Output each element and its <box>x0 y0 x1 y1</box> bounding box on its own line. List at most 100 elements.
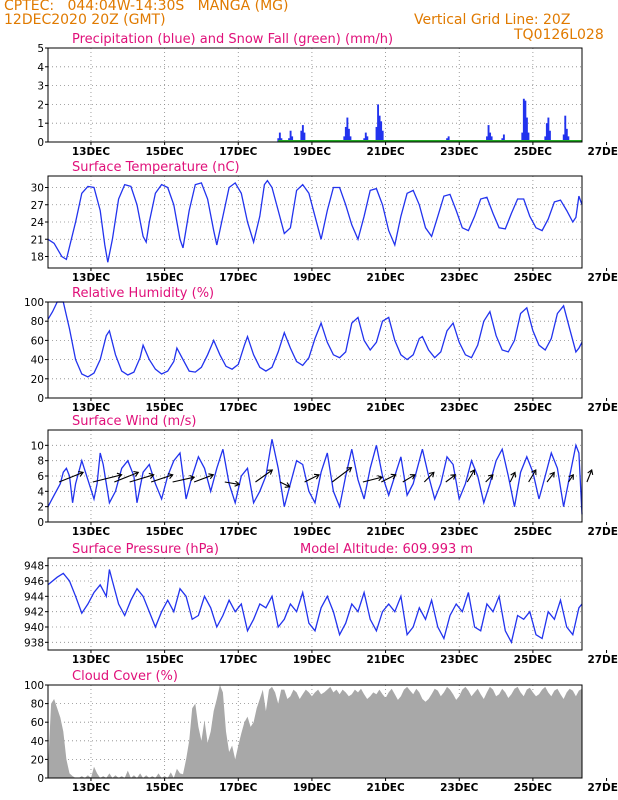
wind-arrow <box>586 469 593 483</box>
x-tick-label: 19DEC <box>293 782 332 794</box>
x-tick-label: 21DEC <box>366 272 405 284</box>
wind-arrow-head <box>549 471 555 478</box>
precip-bar <box>490 136 493 142</box>
wind-arrow <box>150 474 173 483</box>
x-tick-label: 13DEC <box>72 526 111 538</box>
x-tick-label: 25DEC <box>514 272 553 284</box>
precip-bar <box>562 134 565 142</box>
y-tick-label: 10 <box>31 440 44 452</box>
x-tick-label: 25DEC <box>514 402 553 414</box>
precip-bar <box>564 115 567 142</box>
precip-bar <box>289 130 292 142</box>
panel-title: Cloud Cover (%) <box>72 669 178 684</box>
wind-arrow <box>129 474 154 483</box>
wind-arrow-head <box>234 480 241 487</box>
series-line <box>47 179 583 263</box>
y-tick-label: 6 <box>37 471 44 483</box>
wind-arrow-head <box>116 472 123 479</box>
wind-arrow-head <box>587 469 594 476</box>
precip-bar <box>486 136 488 142</box>
precip-bar <box>487 125 490 142</box>
x-tick-label: 17DEC <box>219 402 258 414</box>
y-tick-label: 4 <box>37 62 44 74</box>
precip-bar <box>545 123 548 142</box>
y-tick-label: 60 <box>31 335 44 347</box>
wind-arrow <box>445 474 456 483</box>
precip-bar <box>381 130 384 142</box>
x-tick-label: 15DEC <box>146 272 185 284</box>
wind-arrow <box>362 476 383 483</box>
wind-arrow <box>193 474 214 483</box>
x-tick-label: 19DEC <box>293 526 332 538</box>
precip-bar <box>489 132 492 142</box>
wind-arrow <box>172 476 195 483</box>
wind-arrow <box>485 474 494 483</box>
wind-arrow-head <box>568 473 574 480</box>
wind-arrow <box>114 471 139 483</box>
precip-bar <box>502 134 505 142</box>
precip-bar <box>343 136 346 142</box>
x-tick-label: 21DEC <box>366 654 405 666</box>
precip-bar <box>524 100 527 142</box>
wind-arrow-head <box>487 474 494 480</box>
y-tick-label: 0 <box>37 137 44 149</box>
x-tick-label: 13DEC <box>72 146 111 158</box>
y-tick-label: 40 <box>31 736 44 748</box>
panel-frame <box>47 47 583 143</box>
x-tick-label: 13DEC <box>72 272 111 284</box>
wind-arrow <box>528 469 537 483</box>
y-tick-label: 0 <box>37 393 44 405</box>
wind-arrow <box>58 471 84 483</box>
wind-arrow <box>304 474 320 483</box>
wind-arrow <box>381 474 396 483</box>
wind-arrow-head <box>313 473 320 480</box>
x-tick-label: 15DEC <box>146 782 185 794</box>
wind-arrow <box>466 469 475 483</box>
y-tick-label: 938 <box>24 637 44 649</box>
y-tick-label: 2 <box>37 502 44 514</box>
wind-arrow-head <box>409 474 416 480</box>
precip-bar <box>364 132 367 142</box>
x-tick-label: 15DEC <box>146 654 185 666</box>
wind-arrow <box>546 472 555 483</box>
wind-arrow-head <box>267 469 274 475</box>
precip-bar <box>380 121 383 142</box>
y-tick-label: 948 <box>24 561 44 573</box>
panel-frame <box>47 684 583 779</box>
y-tick-label: 60 <box>31 717 44 729</box>
x-tick-label: 23DEC <box>440 526 479 538</box>
x-tick-label: 25DEC <box>514 654 553 666</box>
precip-bar <box>344 126 347 142</box>
x-tick-label: 13DEC <box>72 402 111 414</box>
y-tick-label: 20 <box>31 374 44 386</box>
precip-bar <box>544 136 547 142</box>
x-tick-label: 15DEC <box>146 402 185 414</box>
precip-bar <box>377 104 380 142</box>
panel-title: Relative Humidity (%) <box>72 286 214 301</box>
y-tick-label: 80 <box>31 699 44 711</box>
y-tick-label: 5 <box>37 43 44 55</box>
precip-bar <box>527 132 530 142</box>
wind-arrow-head <box>133 470 140 477</box>
x-tick-label: 21DEC <box>366 146 405 158</box>
wind-arrow <box>255 469 273 483</box>
panel-title: Surface Pressure (hPa) <box>72 542 219 557</box>
y-tick-label: 20 <box>31 754 44 766</box>
cloud-cover-area <box>48 685 582 778</box>
wind-arrow-head <box>377 475 384 482</box>
y-tick-label: 24 <box>31 217 45 229</box>
wind-arrow <box>331 467 352 483</box>
y-tick-label: 946 <box>24 576 44 588</box>
header-model-code: TQ0126L028 <box>514 27 604 43</box>
precip-bar <box>366 136 369 142</box>
precip-bar <box>291 136 294 142</box>
wind-arrow <box>568 474 574 483</box>
x-tick-label: 17DEC <box>219 654 258 666</box>
x-tick-label: 17DEC <box>219 146 258 158</box>
x-tick-label: 17DEC <box>219 272 258 284</box>
x-tick-label: 17DEC <box>219 526 258 538</box>
x-tick-label: 19DEC <box>293 654 332 666</box>
